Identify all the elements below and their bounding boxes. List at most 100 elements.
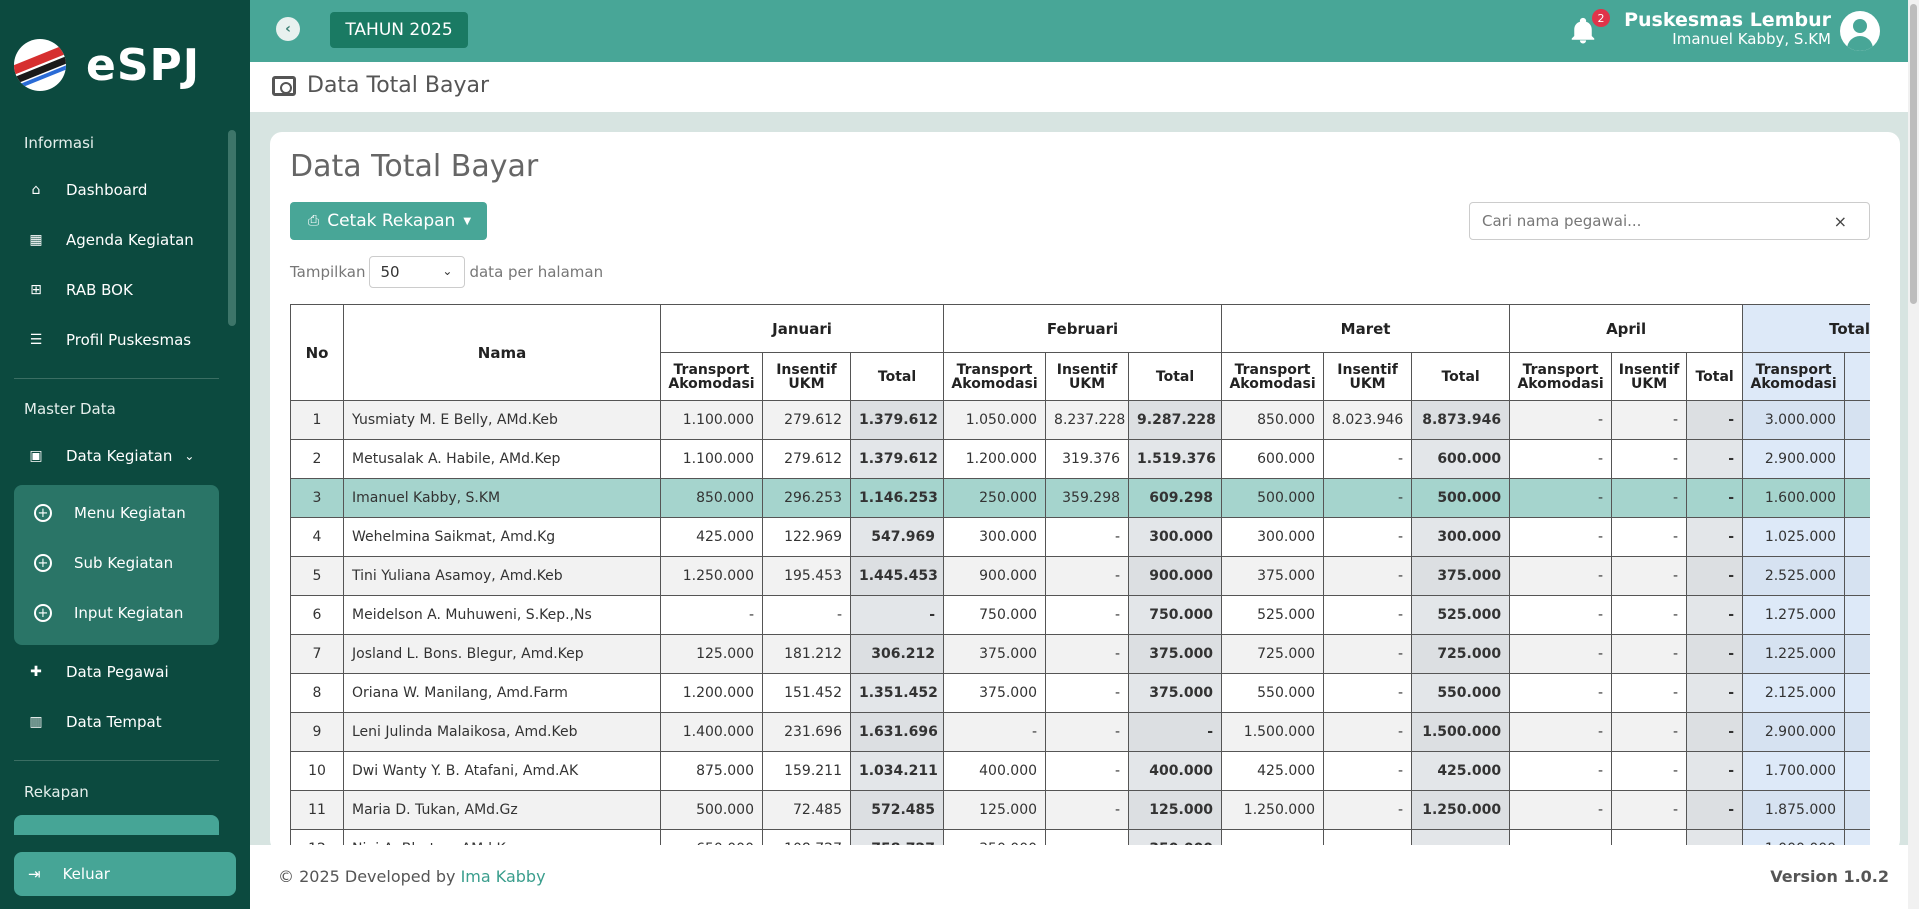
cetak-rekapan-button[interactable]: ⎙ Cetak Rekapan ▼ (290, 202, 487, 240)
table-row[interactable]: 7 Josland L. Bons. Blegur, Amd.Kep 125.000… (290, 634, 1870, 674)
espj-logo-icon (14, 39, 66, 91)
sub-header-label: Akomodasi (1517, 375, 1604, 392)
cell-value: - (1323, 478, 1413, 518)
month-header: Maret (1221, 304, 1511, 353)
sub-header-label: Transport (1522, 361, 1599, 378)
sidebar-item-agenda[interactable]: ▦ Agenda Kegiatan (14, 218, 219, 262)
sub-header-transport: Transport Akomodasi (943, 352, 1047, 401)
cell-value: 3.000.000 (1742, 400, 1846, 440)
sidebar-scrollbar[interactable] (228, 130, 236, 326)
month-header: April (1509, 304, 1744, 353)
table-row[interactable]: 9 Leni Julinda Malaikosa, Amd.Keb 1.400.00… (290, 712, 1870, 752)
sidebar-item-rab-bok[interactable]: ⊞ RAB BOK (14, 268, 219, 312)
submenu-item-sub-kegiatan[interactable]: + Sub Kegiatan (34, 543, 173, 583)
cell-value: 195.453 (762, 556, 851, 596)
cell-nama: Imanuel Kabby, S.KM (343, 478, 661, 518)
cell-month-total: - (1686, 634, 1744, 674)
cell-nama: Dwi Wanty Y. B. Atafani, Amd.AK (343, 751, 661, 791)
table-row[interactable]: 11 Maria D. Tukan, AMd.Gz 500.000 72.485 572… (290, 790, 1870, 830)
table-container[interactable]: No Nama Januari Februari Maret April Tot… (290, 304, 1870, 852)
cell-value: - (1509, 517, 1613, 557)
footer-author-link[interactable]: Ima Kabby (460, 867, 546, 886)
cell-month-total: 300.000 (1411, 517, 1511, 557)
cell-value: - (1323, 439, 1413, 479)
cell-value: 1.275.000 (1742, 595, 1846, 635)
cell-month-total: - (1686, 439, 1744, 479)
cell-value: 181.212 (1844, 634, 1870, 674)
chevron-left-icon[interactable]: ‹ (276, 17, 300, 41)
search-input[interactable]: Cari nama pegawai... × (1469, 202, 1870, 240)
page-scrollbar[interactable] (1908, 0, 1919, 909)
sidebar-item-dashboard[interactable]: ⌂ Dashboard (14, 168, 219, 212)
bell-icon[interactable] (1568, 16, 1598, 46)
cell-month-total: 547.969 (849, 517, 945, 557)
cell-value: - (1045, 673, 1130, 713)
cell-month-total: - (1686, 556, 1744, 596)
sidebar-item-data-tempat[interactable]: ▥ Data Tempat (14, 700, 219, 744)
sub-header-label: Akomodasi (951, 375, 1038, 392)
logout-button[interactable]: ⇥ Keluar (14, 852, 236, 896)
cell-nama: Meidelson A. Muhuweni, S.Kep.,Ns (343, 595, 661, 635)
cell-value: 2.900.000 (1742, 439, 1846, 479)
sidebar-item-data-pegawai[interactable]: ✚ Data Pegawai (14, 650, 219, 694)
cell-month-total: 1.250.000 (1411, 790, 1511, 830)
sub-header-label: Akomodasi (1750, 375, 1837, 392)
table-row[interactable]: 6 Meidelson A. Muhuweni, S.Kep.,Ns - - -750.… (290, 595, 1870, 635)
cell-value: 1.100.000 (660, 439, 763, 479)
sidebar-item-profil[interactable]: ☰ Profil Puskesmas (14, 318, 219, 362)
table-row[interactable]: 3 Imanuel Kabby, S.KM 850.000 296.253 1.146.… (290, 478, 1870, 518)
submenu-item-input-kegiatan[interactable]: + Input Kegiatan (34, 593, 183, 633)
cell-value: - (660, 595, 763, 635)
cell-month-total: 572.485 (849, 790, 945, 830)
cell-month-total: 609.298 (1128, 478, 1223, 518)
chevron-down-icon: ⌄ (184, 449, 195, 463)
sub-header-label: Transport (1234, 361, 1311, 378)
table-row[interactable]: 4 Wehelmina Saikmat, Amd.Kg 425.000 122.969… (290, 517, 1870, 557)
cell-value: 125.000 (943, 790, 1047, 830)
cell-value: - (1323, 790, 1413, 830)
cell-value: - (1611, 595, 1688, 635)
cell-month-total: 1.379.612 (849, 439, 945, 479)
sub-header-total: Total (1411, 352, 1511, 401)
plus-circle-icon: + (34, 604, 52, 622)
sub-header-label: UKM (788, 375, 825, 392)
cell-month-total: - (1686, 751, 1744, 791)
cell-value: 750.000 (943, 595, 1047, 635)
cell-month-total: 1.519.376 (1128, 439, 1223, 479)
cell-no: 3 (290, 478, 344, 518)
cell-nama: Oriana W. Manilang, Amd.Farm (343, 673, 661, 713)
sub-header-label: Akomodasi (668, 375, 755, 392)
year-badge[interactable]: TAHUN 2025 (330, 12, 468, 48)
printer-icon: ⎙ (308, 213, 320, 229)
avatar[interactable] (1840, 11, 1880, 51)
sidebar: eSPJ Informasi ⌂ Dashboard ▦ Agenda Kegiat… (0, 0, 250, 909)
table-row[interactable]: 2 Metusalak A. Habile, AMd.Kep 1.100.000 27… (290, 439, 1870, 479)
table-row[interactable]: 8 Oriana W. Manilang, Amd.Farm 1.200.000 15… (290, 673, 1870, 713)
sidebar-item-rekapan-partial[interactable] (14, 815, 219, 835)
submenu-item-menu-kegiatan[interactable]: + Menu Kegiatan (34, 493, 186, 533)
cell-value: 550.000 (1221, 673, 1325, 713)
cell-value: 1.025.000 (1742, 517, 1846, 557)
sidebar-item-data-kegiatan[interactable]: ▣ Data Kegiatan ⌄ (14, 434, 219, 478)
table-row[interactable]: 5 Tini Yuliana Asamoy, Amd.Keb 1.250.000 19… (290, 556, 1870, 596)
cell-month-total: 1.379.612 (849, 400, 945, 440)
page-size-select[interactable]: 50 ⌄ (369, 256, 466, 288)
clear-icon[interactable]: × (1833, 212, 1847, 231)
cell-value: - (1045, 634, 1130, 674)
cell-value: 400.000 (943, 751, 1047, 791)
sub-header-label: UKM (1349, 375, 1386, 392)
cell-month-total: - (1686, 673, 1744, 713)
cell-value: 122.969 (762, 517, 851, 557)
cell-month-total: - (849, 595, 945, 635)
brand[interactable]: eSPJ (14, 38, 200, 92)
cell-value: - (1611, 751, 1688, 791)
cell-value: - (1611, 400, 1688, 440)
table-row[interactable]: 10 Dwi Wanty Y. B. Atafani, Amd.AK 875.000… (290, 751, 1870, 791)
cell-value: 359.298 (1045, 478, 1130, 518)
cell-value: 296.253 (762, 478, 851, 518)
logout-label: Keluar (62, 865, 110, 883)
cell-no: 7 (290, 634, 344, 674)
table-row[interactable]: 1 Yusmiaty M. E Belly, AMd.Keb 1.100.000 27… (290, 400, 1870, 440)
cell-value: - (1323, 634, 1413, 674)
